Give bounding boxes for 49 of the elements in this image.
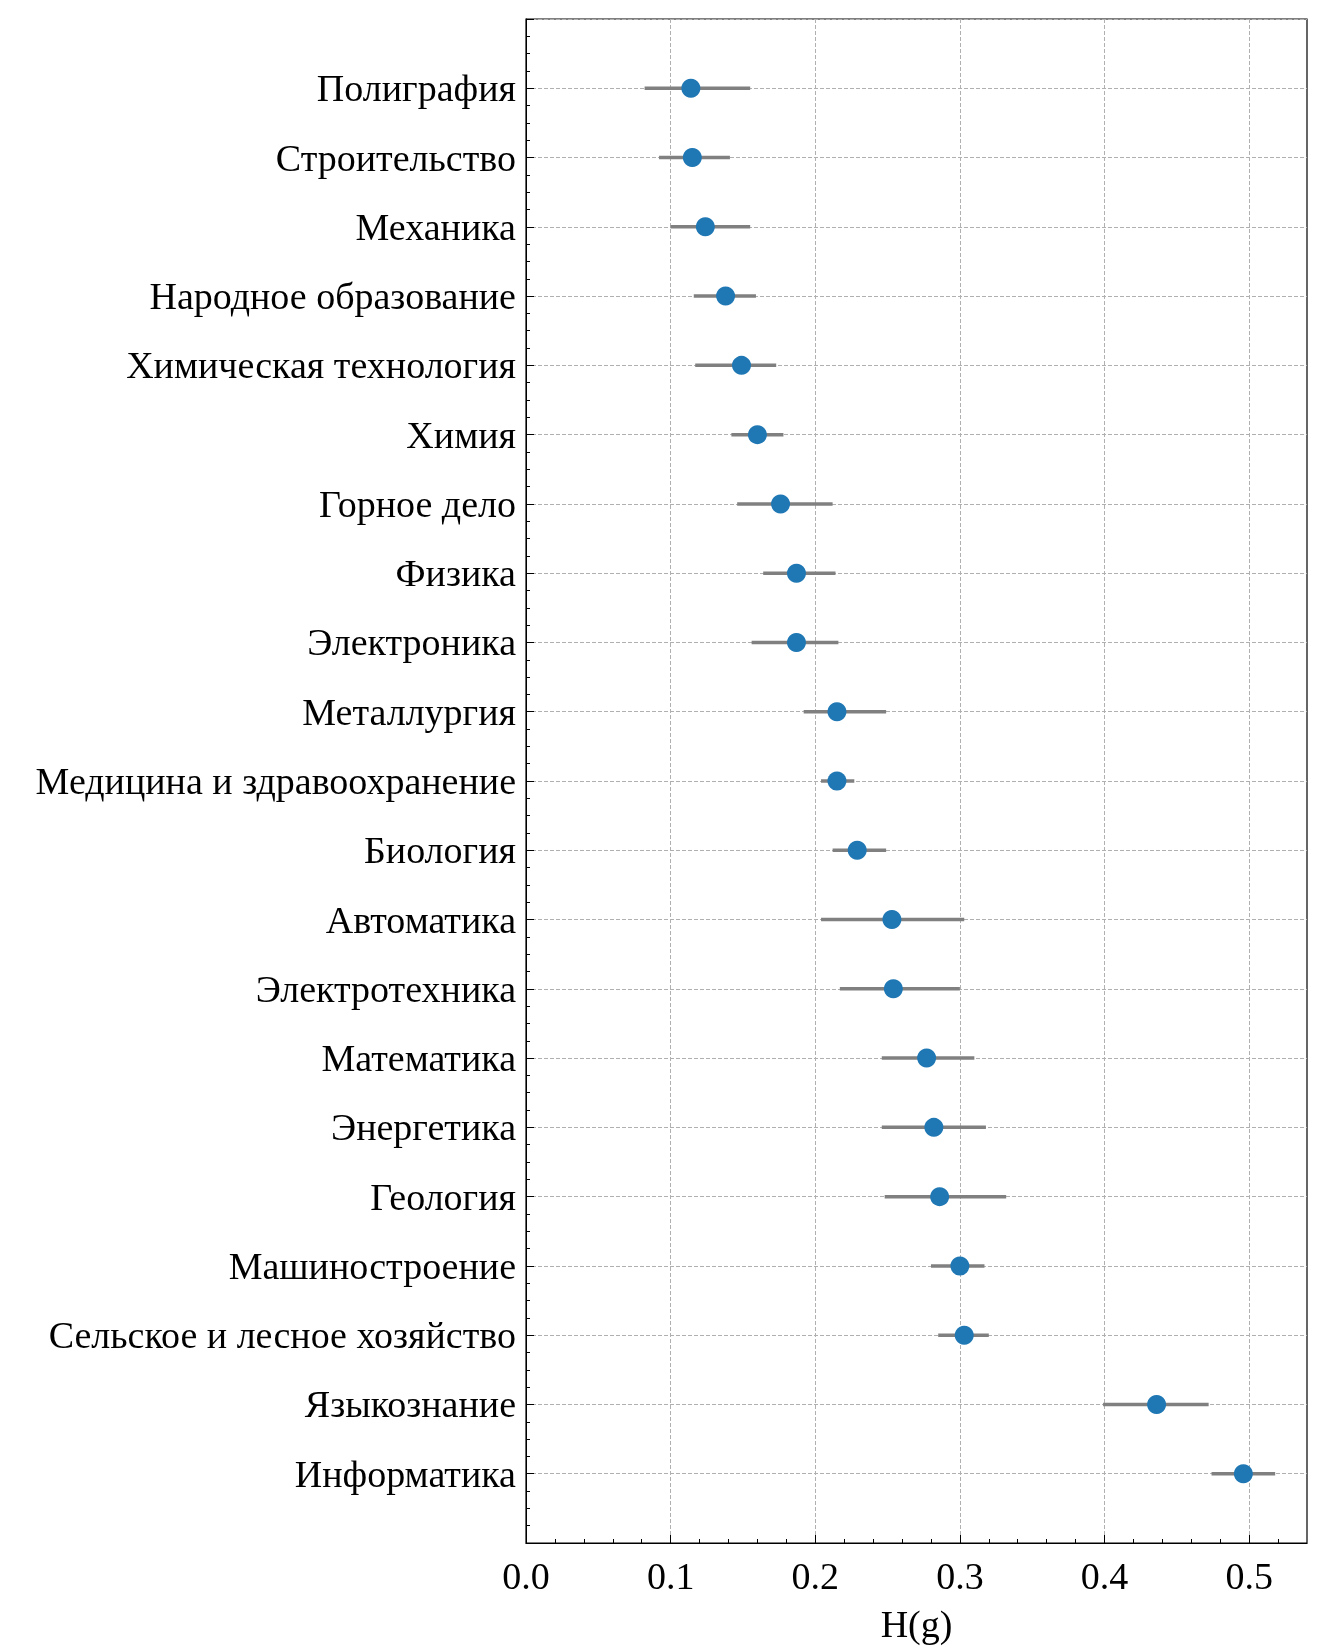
y-tick-label: Сельское и лесное хозяйство	[48, 1314, 516, 1357]
y-tick-label: Химия	[406, 413, 516, 456]
point	[917, 1048, 937, 1068]
x-tick-label: 0.1	[646, 1555, 695, 1597]
x-tick-label: 0.2	[791, 1555, 840, 1597]
x-tick-label: 0.5	[1225, 1555, 1273, 1597]
point	[883, 979, 903, 999]
y-tick-label: Информатика	[294, 1452, 517, 1495]
point	[716, 286, 736, 306]
y-tick-label: Механика	[355, 205, 517, 248]
point	[954, 1325, 974, 1345]
point	[682, 148, 702, 168]
y-tick-label: Электротехника	[255, 967, 517, 1010]
point	[847, 840, 867, 860]
y-tick-label: Полиграфия	[316, 67, 516, 110]
y-tick-label: Народное образование	[149, 275, 516, 318]
y-tick-label: Строительство	[275, 136, 516, 179]
x-tick-label: 0.0	[502, 1555, 550, 1597]
x-tick-label: 0.4	[1080, 1555, 1129, 1597]
point	[732, 355, 751, 375]
x-axis-title: H(g)	[880, 1603, 953, 1646]
y-tick-label: Горное дело	[319, 482, 516, 525]
point	[882, 910, 902, 930]
point	[1233, 1464, 1253, 1484]
x-tick-label: 0.3	[936, 1555, 984, 1597]
point	[747, 425, 767, 445]
point	[827, 771, 847, 791]
y-tick-label: Металлургия	[302, 690, 516, 733]
point	[786, 632, 806, 652]
point	[1147, 1394, 1167, 1414]
point	[950, 1256, 970, 1276]
y-tick-label: Автоматика	[325, 898, 517, 941]
y-tick-label: Машиностроение	[228, 1244, 516, 1287]
y-tick-label: Математика	[321, 1037, 517, 1080]
y-tick-label: Физика	[395, 552, 517, 595]
y-tick-label: Биология	[363, 829, 516, 872]
point	[786, 563, 806, 583]
point	[827, 702, 847, 722]
point	[695, 217, 715, 237]
point	[681, 78, 701, 98]
y-tick-label: Энергетика	[331, 1106, 517, 1149]
point	[771, 494, 791, 514]
point	[924, 1117, 944, 1137]
y-tick-label: Химическая технология	[126, 344, 516, 387]
y-tick-label: Языкознание	[304, 1383, 516, 1426]
y-tick-label: Геология	[370, 1175, 516, 1218]
y-tick-label: Электроника	[307, 621, 517, 664]
point	[930, 1187, 950, 1207]
y-tick-label: Медицина и здравоохранение	[35, 760, 516, 802]
